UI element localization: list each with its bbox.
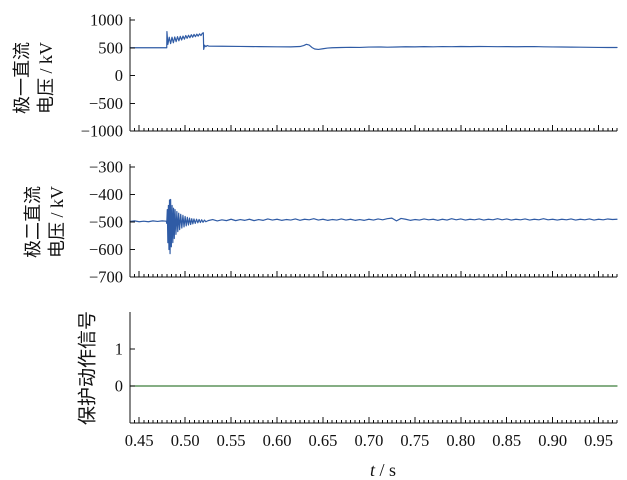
x-tick-label: 0.70 — [354, 431, 383, 450]
series-line-pole2 — [129, 198, 618, 255]
panel-protection: 0.45 0.50 0.55 0.60 0.65 0.70 0.75 0.80 0.85 0.90… — [77, 311, 618, 480]
panel-pole1: 1000 500 0 −500 −1000 极一直流 电压 / kV — [12, 11, 618, 141]
x-tick-label: 0.75 — [400, 431, 429, 450]
x-tick-label: 0.50 — [171, 431, 200, 450]
y-tick-label: −500 — [89, 213, 123, 232]
x-tick-label: 0.55 — [217, 431, 246, 450]
y-tick-label: −600 — [89, 240, 123, 259]
y-tick-label: 1 — [115, 340, 123, 359]
x-tick-label: 0.85 — [492, 431, 521, 450]
x-axis-label: t / s — [370, 460, 396, 480]
series-group-pole1 — [129, 31, 618, 51]
y-axis-label: 保护动作信号 — [77, 311, 99, 425]
x-tick-label: 0.65 — [309, 431, 338, 450]
panel-pole2: −300 −400 −500 −600 −700 极二直流 电压 / kV — [23, 158, 618, 287]
series-group-pole2 — [129, 198, 618, 255]
y-tick-label: −1000 — [81, 122, 123, 141]
x-axis-label-variable: t — [370, 460, 376, 480]
x-tick-label: 0.95 — [584, 431, 613, 450]
x-axis-label-unit: / s — [375, 460, 396, 480]
series-line-pole1 — [129, 31, 618, 51]
x-tick-label: 0.80 — [446, 431, 475, 450]
y-tick-label: 500 — [98, 38, 123, 57]
y-axis-label: 极一直流 — [12, 42, 32, 114]
y-axis-label: 极二直流 — [23, 186, 43, 258]
y-tick-label: −400 — [89, 185, 123, 204]
y-axis-label: 电压 / kV — [47, 186, 67, 258]
x-tick-label: 0.60 — [263, 431, 292, 450]
y-tick-label: −300 — [89, 158, 123, 177]
y-tick-label: 1000 — [90, 11, 123, 30]
x-tick-label: 0.45 — [125, 431, 154, 450]
y-tick-label: 0 — [115, 377, 123, 396]
y-tick-label: 0 — [115, 66, 123, 85]
y-tick-label: −700 — [89, 268, 123, 287]
y-tick-label: −500 — [89, 94, 123, 113]
y-axis-label: 电压 / kV — [36, 42, 56, 114]
x-tick-label: 0.90 — [538, 431, 567, 450]
